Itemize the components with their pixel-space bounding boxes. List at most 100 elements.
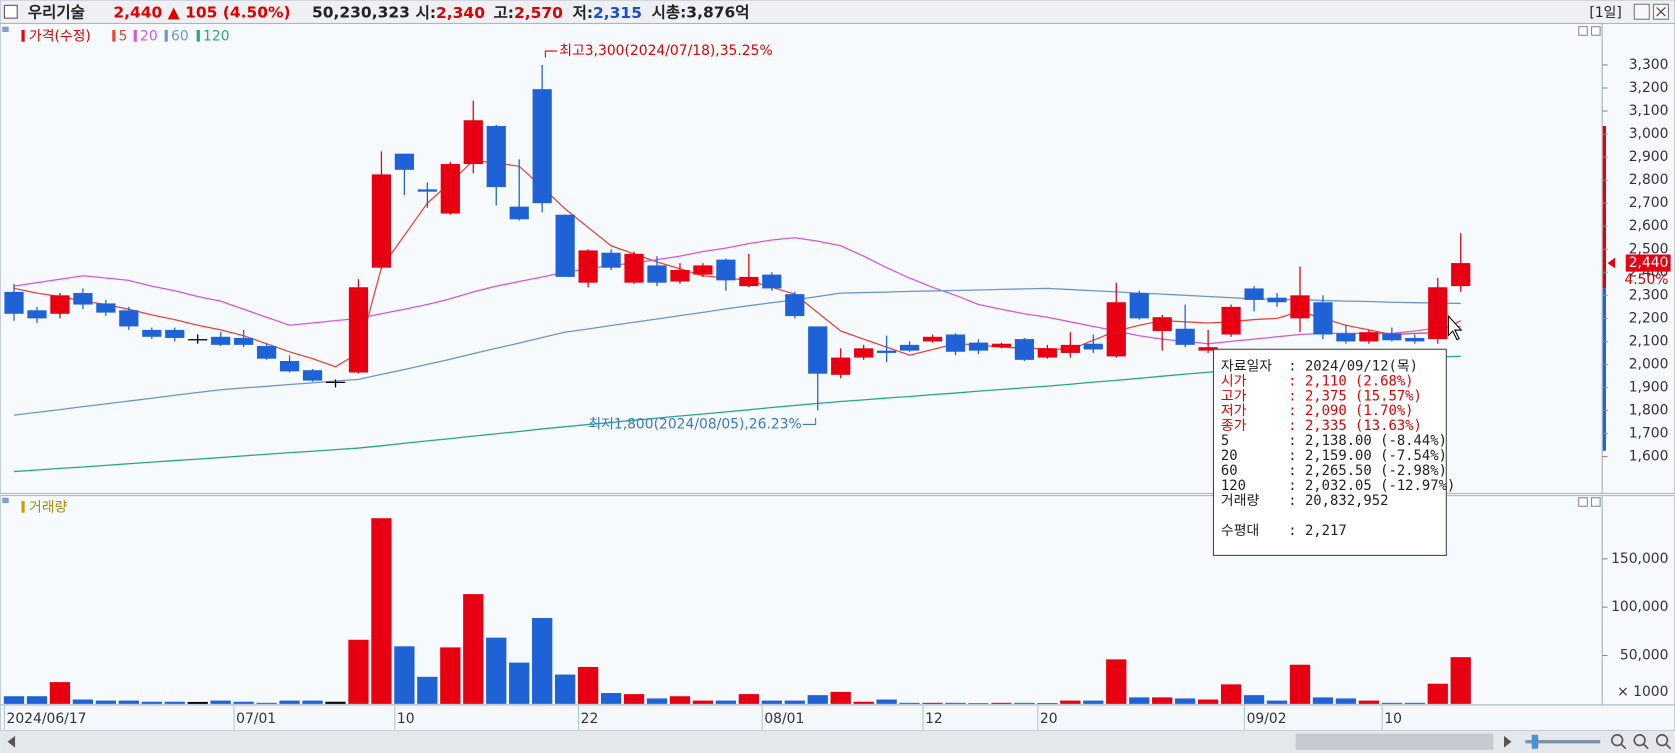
candle-body [27, 310, 47, 319]
last-price: 2,440 [1629, 255, 1669, 271]
y-tick-label: 2,200 [1629, 310, 1669, 326]
volume-bar [72, 699, 94, 704]
volume-bar [968, 703, 989, 704]
volume-bar [1175, 698, 1196, 704]
quote-label: 시: [416, 3, 436, 21]
y-tick-label: 1,600 [1629, 449, 1669, 465]
checkbox[interactable] [3, 4, 18, 19]
x-tick-label: 10 [1384, 711, 1402, 727]
volume-bar [26, 696, 48, 704]
candle-body [899, 344, 920, 351]
last-change: 4.50% [1624, 272, 1668, 288]
pane-button[interactable] [1591, 26, 1601, 36]
scrollbar [0, 730, 1675, 753]
candle-body [991, 343, 1012, 348]
volume-bar [532, 618, 553, 704]
y-tick-label: 150,000 [1611, 551, 1668, 567]
volume-bar [600, 693, 622, 704]
volume-bar [991, 702, 1012, 704]
volume-bar [922, 702, 943, 704]
volume-bar [463, 594, 484, 704]
candle-body [1359, 332, 1379, 342]
volume-bar [394, 646, 415, 704]
volume-bar [486, 637, 507, 704]
y-tick-label: 2,300 [1629, 287, 1669, 303]
candle-body [1336, 333, 1356, 342]
volume-bar [256, 702, 277, 704]
quote-value: 2,340 [436, 3, 485, 21]
moving-average [13, 159, 1462, 368]
candle-body [325, 381, 346, 384]
candle-body [1244, 288, 1264, 300]
volume-bar [348, 639, 369, 704]
zoom-in[interactable] [1633, 734, 1646, 747]
quote: 저:2,315 [573, 3, 642, 21]
candle-body [279, 360, 300, 372]
legend-swatch [21, 29, 25, 42]
volume-unit: × 1000 [1617, 684, 1668, 700]
volume-bar [1335, 698, 1357, 704]
candle-body [394, 153, 415, 170]
volume-bar [761, 700, 782, 704]
high-annotation: 최고3,300(2024/07/18),35.25% [559, 43, 772, 59]
candle-body [877, 350, 897, 353]
quote-value: 2,570 [514, 3, 563, 21]
volume-bar [1427, 683, 1448, 704]
candle-body [234, 337, 254, 345]
scroll-right[interactable] [1503, 735, 1512, 748]
x-tick-label: 10 [397, 711, 415, 727]
volume-bar [646, 698, 668, 704]
y-tick-label: 2,100 [1629, 333, 1669, 349]
volume-bar [3, 696, 25, 704]
y-tick-label: 3,200 [1629, 80, 1669, 96]
volume-bar [669, 696, 691, 704]
legend-label: 20 [140, 28, 158, 44]
x-axis-area [0, 704, 1675, 732]
tooltip-label: 종가 [1221, 418, 1247, 434]
y-tick-label: 1,700 [1629, 426, 1669, 442]
quote-label: 고: [494, 3, 514, 21]
pane-button[interactable] [1578, 497, 1588, 507]
low-annotation: 최저1,800(2024/08/05),26.23% [588, 416, 801, 432]
volume-bar [623, 694, 645, 704]
y-tick-label: 2,900 [1629, 149, 1669, 165]
volume-bar [1312, 697, 1334, 704]
zoom-handle[interactable] [1531, 734, 1539, 749]
legend-swatch [133, 29, 137, 42]
candle-body [578, 250, 598, 283]
candle-body [302, 370, 323, 381]
volume-bar [738, 694, 759, 704]
pane-button[interactable] [1591, 497, 1601, 507]
tooltip-label: 20 [1221, 448, 1238, 464]
candle-body [716, 259, 736, 281]
scroll-thumb[interactable] [1295, 733, 1494, 750]
x-tick-label: 20 [1040, 711, 1058, 727]
moving-average [13, 237, 1461, 345]
quote: 고:2,570 [494, 3, 564, 21]
x-tick-label: 12 [925, 711, 943, 727]
tooltip-label: 시가 [1221, 373, 1247, 389]
volume-bar [945, 702, 966, 704]
volume-bar [1266, 700, 1288, 704]
candle-body [854, 348, 874, 358]
y-tick-label: 1,800 [1629, 403, 1669, 419]
volume-bar [1381, 702, 1402, 704]
x-tick-label: 07/01 [236, 711, 276, 727]
scroll-left[interactable] [7, 735, 16, 748]
zoom-out[interactable] [1611, 734, 1624, 747]
y-tick-label: 2,600 [1629, 218, 1669, 234]
last-price-box [1625, 254, 1671, 272]
zoom-reset[interactable] [1655, 734, 1669, 747]
period[interactable]: [1일] [1589, 5, 1621, 21]
y-tick-label: 2,800 [1629, 172, 1669, 188]
tooltip-value: : 2,110 (2.68%) [1288, 373, 1413, 389]
pane-button[interactable] [1578, 26, 1588, 36]
candle-body [486, 126, 506, 188]
tooltip-value: : 2,032.05 (-12.97%) [1288, 478, 1455, 494]
restore-button[interactable] [1633, 3, 1650, 20]
stock-name: 우리기술 [28, 3, 85, 21]
y-tick-label: 2,000 [1629, 356, 1669, 372]
candle-body [1014, 339, 1035, 360]
